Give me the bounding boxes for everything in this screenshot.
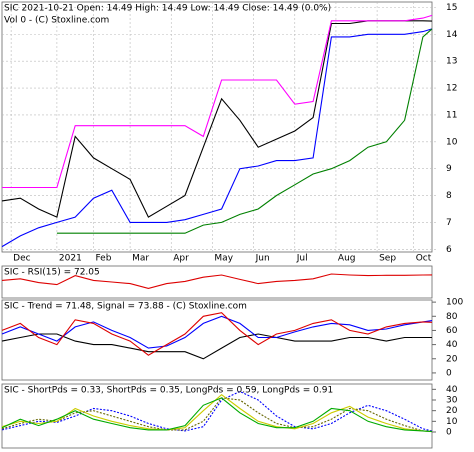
- y-tick-label: 7: [446, 218, 452, 228]
- series-line: [1, 28, 433, 248]
- x-tick-label: Aug: [338, 254, 356, 264]
- y-tick-label: 60: [446, 326, 458, 336]
- x-tick-label: Mar: [132, 254, 149, 264]
- y-tick-label: 80: [446, 312, 458, 322]
- y-tick-label: 13: [446, 57, 457, 67]
- panel-frame: [1, 265, 433, 299]
- y-tick-label: 40: [446, 385, 458, 395]
- series-line: [1, 312, 433, 356]
- series-line: [56, 28, 433, 234]
- series-line: [1, 390, 433, 432]
- y-tick-label: 14: [446, 30, 458, 40]
- y-tick-label: 6: [446, 245, 452, 255]
- panel-title: SIC 2021-10-21 Open: 14.49 High: 14.49 L…: [4, 4, 331, 14]
- panel-subtitle: Vol 0 - (C) Stoxline.com: [4, 16, 109, 26]
- y-tick-label: 0: [446, 368, 452, 378]
- y-tick-label: 11: [446, 110, 457, 120]
- x-tick-label: 2021: [59, 254, 82, 264]
- x-tick-label: Feb: [95, 254, 111, 264]
- y-tick-label: 8: [446, 191, 452, 201]
- panel-frame: [1, 383, 433, 449]
- y-tick-label: 100: [446, 298, 463, 308]
- y-tick-label: 0: [446, 428, 452, 438]
- y-tick-label: 40: [446, 340, 458, 350]
- y-tick-label: 30: [446, 396, 458, 406]
- series-line: [1, 393, 433, 433]
- y-tick-label: 9: [446, 164, 452, 174]
- series-line: [1, 333, 432, 360]
- series-line: [1, 273, 433, 289]
- series-line: [1, 315, 433, 349]
- x-tick-label: Dec: [13, 254, 30, 264]
- x-tick-label: May: [214, 254, 233, 264]
- panel-title: SIC - Trend = 71.48, Signal = 73.88 - (C…: [4, 302, 247, 312]
- y-tick-label: 20: [446, 354, 458, 364]
- panel-frame: [1, 299, 433, 381]
- panel-title: SIC - RSI(15) = 72.05: [4, 268, 100, 278]
- series-line: [2, 14, 433, 189]
- y-tick-label: 12: [446, 84, 457, 94]
- panel-title: SIC - ShortPds = 0.33, ShortPds = 0.35, …: [4, 386, 333, 396]
- y-tick-label: 15: [446, 3, 457, 13]
- x-tick-label: Sep: [379, 254, 396, 264]
- x-tick-label: Jun: [255, 254, 270, 264]
- y-tick-label: 10: [446, 417, 458, 427]
- x-tick-label: Apr: [173, 254, 189, 264]
- x-tick-label: Oct: [416, 254, 432, 264]
- x-tick-label: Jul: [296, 254, 308, 264]
- panel-frame: [1, 1, 433, 253]
- y-tick-label: 10: [446, 137, 458, 147]
- y-tick-label: 20: [446, 406, 458, 416]
- series-line: [1, 20, 433, 218]
- series-line: [1, 397, 433, 433]
